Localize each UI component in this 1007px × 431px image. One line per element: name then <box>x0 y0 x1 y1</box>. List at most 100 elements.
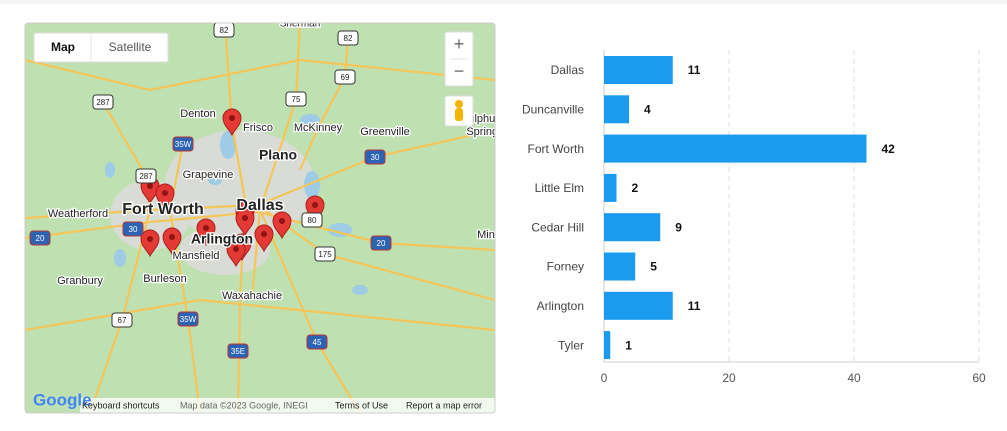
city-label: Waxahachie <box>222 290 282 302</box>
y-tick-label: Duncanville <box>522 102 584 116</box>
city-label: Fort Worth <box>122 201 203 218</box>
map-marker-dot <box>261 231 267 237</box>
y-tick-label: Tyler <box>558 338 584 352</box>
highway-number: 20 <box>377 239 386 248</box>
x-tick-label: 0 <box>601 371 608 385</box>
highway-shield <box>306 334 328 350</box>
keyboard-shortcuts[interactable]: Keyboard shortcuts <box>82 400 160 410</box>
highway-number: 45 <box>313 338 322 347</box>
map-marker-dot <box>147 236 153 242</box>
value-label: 5 <box>650 260 657 274</box>
highway-shield <box>29 230 51 246</box>
city-label: Arlington <box>191 231 253 247</box>
highway-shield <box>135 168 157 184</box>
bar <box>604 134 867 163</box>
city-label: Frisco <box>243 122 273 134</box>
highway-number: 35W <box>175 140 192 149</box>
city-label: Granbury <box>57 275 103 287</box>
highway-shield <box>334 69 356 85</box>
markers <box>140 108 325 268</box>
highway-shield <box>227 343 249 359</box>
google-logo: Google <box>33 390 92 409</box>
highway-number: 30 <box>129 225 138 234</box>
highway-number: 67 <box>118 316 127 325</box>
highway-number: 30 <box>371 153 380 162</box>
value-label: 1 <box>625 338 632 352</box>
map-border <box>24 22 496 414</box>
y-tick-label: Forney <box>547 260 584 274</box>
map-marker <box>272 211 292 240</box>
city-label: Plano <box>259 147 297 163</box>
value-label: 11 <box>688 299 701 313</box>
highway-number: 35E <box>231 347 245 356</box>
highway-shield <box>364 149 386 165</box>
y-tick-label: Dallas <box>551 63 584 77</box>
highway-shield <box>314 246 336 262</box>
bar <box>604 331 611 360</box>
map-marker <box>196 218 216 247</box>
value-label: 9 <box>675 220 682 234</box>
highway-number: 75 <box>292 95 301 104</box>
map-marker <box>140 229 160 258</box>
map-marker-dot <box>242 215 248 221</box>
highway-number: 175 <box>318 250 332 259</box>
map-marker-dot <box>229 115 235 121</box>
map-type-control <box>33 32 169 63</box>
map-marker <box>155 183 175 212</box>
highway-shield <box>301 212 323 228</box>
value-label: 11 <box>688 63 701 77</box>
bar <box>604 56 673 84</box>
bar <box>604 213 661 242</box>
y-tick-label: Fort Worth <box>528 142 584 156</box>
y-tick-label: Little Elm <box>535 181 584 195</box>
highway-shield <box>213 23 235 38</box>
y-tick-label: Arlington <box>537 299 584 313</box>
city-label: Weatherford <box>48 208 108 220</box>
highway-shield <box>122 221 144 237</box>
highways-lines <box>25 23 495 413</box>
map-marker-dot <box>233 246 239 252</box>
map-marker <box>254 224 274 253</box>
terms-link[interactable]: Terms of Use <box>335 400 388 410</box>
y-tick-label: Cedar Hill <box>531 220 584 234</box>
highway-shield <box>285 91 307 107</box>
value-label: 4 <box>644 102 651 116</box>
map-attribution: Map data ©2023 Google, INEGI <box>180 400 308 410</box>
pegman <box>455 108 463 121</box>
city-label: Grapevine <box>183 169 234 181</box>
bar <box>604 291 673 320</box>
city-label: Dallas <box>236 197 283 214</box>
highway-number: 287 <box>139 172 153 181</box>
x-tick-label: 20 <box>722 371 736 385</box>
highway-shield <box>92 94 114 110</box>
pegman <box>455 100 463 108</box>
map-footer <box>80 398 495 413</box>
map-marker-dot <box>279 218 285 224</box>
zoom-in[interactable]: + <box>454 34 465 54</box>
map-marker <box>162 227 182 256</box>
map-marker-dot <box>203 225 209 231</box>
map-marker-dot <box>147 183 153 189</box>
highway-number: 20 <box>36 234 45 243</box>
highway-shield <box>370 235 392 251</box>
highway-shield <box>111 312 133 328</box>
bar <box>604 252 636 281</box>
city-label: Sherman <box>280 19 321 30</box>
map-button[interactable]: Map <box>51 40 75 54</box>
map-marker <box>235 208 255 237</box>
highway-number: 82 <box>220 26 229 35</box>
map-marker-dot <box>312 202 318 208</box>
x-tick-label: 60 <box>972 371 986 385</box>
zoom-out[interactable]: − <box>454 61 465 81</box>
bar <box>604 173 617 202</box>
city-label: Greenville <box>360 126 410 138</box>
satellite-button[interactable]: Satellite <box>109 40 152 54</box>
report-link[interactable]: Report a map error <box>406 400 482 410</box>
highway-shield <box>177 311 199 327</box>
highway-number: 80 <box>308 216 317 225</box>
city-label: Min <box>477 229 495 241</box>
value-label: 42 <box>882 142 896 156</box>
highway-number: 287 <box>96 98 110 107</box>
